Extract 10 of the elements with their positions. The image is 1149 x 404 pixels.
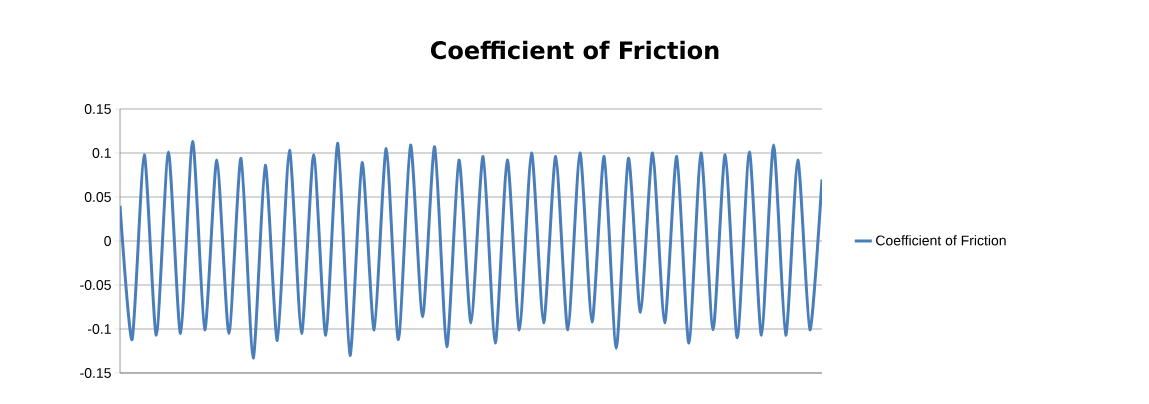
y-tick-label: -0.15 <box>80 368 111 378</box>
y-tick-label: 0.05 <box>84 192 111 202</box>
line-series <box>120 140 822 360</box>
y-tick-label: 0.1 <box>92 148 111 158</box>
y-tick-label: 0 <box>104 236 111 246</box>
y-tick-label: -0.1 <box>87 324 111 334</box>
y-tick-label: 0.15 <box>84 104 111 114</box>
y-tick-label: -0.05 <box>80 280 111 290</box>
legend-label: Coefficient of Friction <box>876 235 1006 246</box>
chart-title: Coefficient of Friction <box>430 40 719 60</box>
